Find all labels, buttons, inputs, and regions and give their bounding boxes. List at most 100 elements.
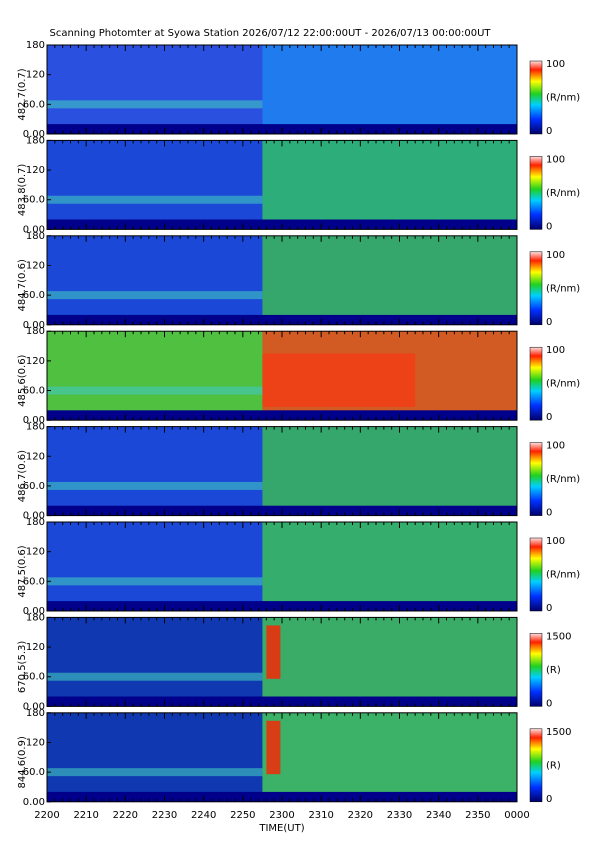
panel-label: 844.6(0.9) [17, 736, 28, 788]
y-tick-label: 60.0 [23, 672, 45, 683]
y-tick-label: 0.00 [23, 129, 45, 140]
heatmap-active [262, 140, 517, 230]
y-tick-label: 0.00 [23, 797, 45, 808]
panel-label: 485.6(0.6) [17, 354, 28, 406]
panel-label: 486.7(0.6) [17, 450, 28, 502]
colorbar-max: 100 [546, 345, 565, 356]
panel-label: 670.5(5.3) [17, 641, 28, 693]
colorbar-unit: (R/nm) [546, 188, 580, 199]
y-tick-label: 120 [26, 451, 45, 462]
y-tick-label: 60.0 [23, 386, 45, 397]
colorbar-unit: (R/nm) [546, 379, 580, 390]
colorbar [529, 728, 543, 803]
panel-label: 484.7(0.6) [17, 259, 28, 311]
heatmap-band [47, 768, 263, 777]
colorbar-max: 100 [546, 536, 565, 547]
y-tick-label: 0.00 [23, 320, 45, 331]
x-tick-label: 2210 [73, 810, 98, 821]
x-tick-label: 0000 [504, 810, 529, 821]
x-tick-label: 2200 [34, 810, 59, 821]
colorbar [529, 251, 543, 326]
y-tick-label: 120 [26, 737, 45, 748]
heatmap-band [47, 577, 263, 586]
x-tick-label: 2220 [113, 810, 138, 821]
heatmap-hot [266, 625, 281, 679]
x-tick-label: 2300 [269, 810, 294, 821]
colorbar-min: 0 [546, 126, 552, 137]
y-tick-label: 120 [26, 547, 45, 558]
colorbar-min: 0 [546, 698, 552, 709]
y-tick-label: 0.00 [23, 415, 45, 426]
x-tick-label: 2340 [426, 810, 451, 821]
x-label: TIME(UT) [258, 823, 304, 834]
heatmap-active [262, 45, 517, 134]
colorbar-min: 0 [546, 317, 552, 328]
y-tick-label: 60.0 [23, 481, 45, 492]
heatmap-band [47, 386, 263, 395]
y-tick-label: 60.0 [23, 767, 45, 778]
x-tick-label: 2320 [348, 810, 373, 821]
y-tick-label: 180 [26, 40, 45, 51]
y-tick-label: 180 [26, 517, 45, 528]
colorbar-max: 1500 [546, 727, 571, 738]
heatmap-active [262, 617, 517, 707]
y-tick-label: 60.0 [23, 99, 45, 110]
colorbar-unit: (R/nm) [546, 283, 580, 294]
colorbar-max: 100 [546, 441, 565, 452]
panel-label: 487.5(0.6) [17, 545, 28, 597]
colorbar [529, 346, 543, 421]
colorbar-min: 0 [546, 221, 552, 232]
y-tick-label: 120 [26, 165, 45, 176]
heatmap-band [47, 672, 263, 681]
panel-label: 482.7(0.7) [17, 68, 28, 120]
y-tick-label: 180 [26, 612, 45, 623]
x-tick-label: 2250 [230, 810, 255, 821]
heatmap-hot [262, 353, 416, 407]
colorbar-unit: (R/nm) [546, 570, 580, 581]
y-tick-label: 120 [26, 356, 45, 367]
y-tick-label: 180 [26, 326, 45, 337]
y-tick-label: 180 [26, 708, 45, 719]
heatmap-active [262, 426, 517, 516]
x-tick-label: 2350 [465, 810, 490, 821]
colorbar-min: 0 [546, 794, 552, 805]
colorbar [529, 537, 543, 612]
y-tick-label: 0.00 [23, 511, 45, 522]
y-tick-label: 180 [26, 135, 45, 146]
colorbar [529, 60, 543, 135]
x-tick-label: 2330 [387, 810, 412, 821]
x-tick-label: 2240 [191, 810, 216, 821]
heatmap-band [47, 100, 263, 109]
colorbar-unit: (R/nm) [546, 474, 580, 485]
colorbar-unit: (R/nm) [546, 93, 580, 104]
title: Scanning Photomter at Syowa Station 2026… [49, 28, 491, 39]
y-tick-label: 60.0 [23, 195, 45, 206]
heatmap-band [47, 291, 263, 300]
y-tick-label: 180 [26, 231, 45, 242]
y-tick-label: 0.00 [23, 224, 45, 235]
colorbar [529, 442, 543, 516]
y-tick-label: 0.00 [23, 701, 45, 712]
y-tick-label: 180 [26, 422, 45, 433]
y-tick-label: 60.0 [23, 290, 45, 301]
heatmap-active [262, 235, 517, 325]
colorbar-max: 1500 [546, 631, 571, 642]
y-tick-label: 120 [26, 642, 45, 653]
x-tick-label: 2230 [152, 810, 177, 821]
colorbar-max: 100 [546, 250, 565, 261]
heatmap-band [47, 195, 263, 204]
y-tick-label: 0.00 [23, 606, 45, 617]
heatmap-hot [266, 720, 281, 775]
heatmap-band [47, 481, 263, 490]
x-tick-label: 2310 [308, 810, 333, 821]
colorbar [529, 633, 543, 707]
colorbar-unit: (R) [546, 665, 561, 676]
heatmap-active [262, 712, 517, 802]
y-tick-label: 60.0 [23, 576, 45, 587]
colorbar-min: 0 [546, 603, 552, 614]
colorbar-unit: (R) [546, 760, 561, 771]
heatmap-active [262, 522, 517, 611]
y-tick-label: 120 [26, 70, 45, 81]
colorbar [529, 156, 543, 230]
